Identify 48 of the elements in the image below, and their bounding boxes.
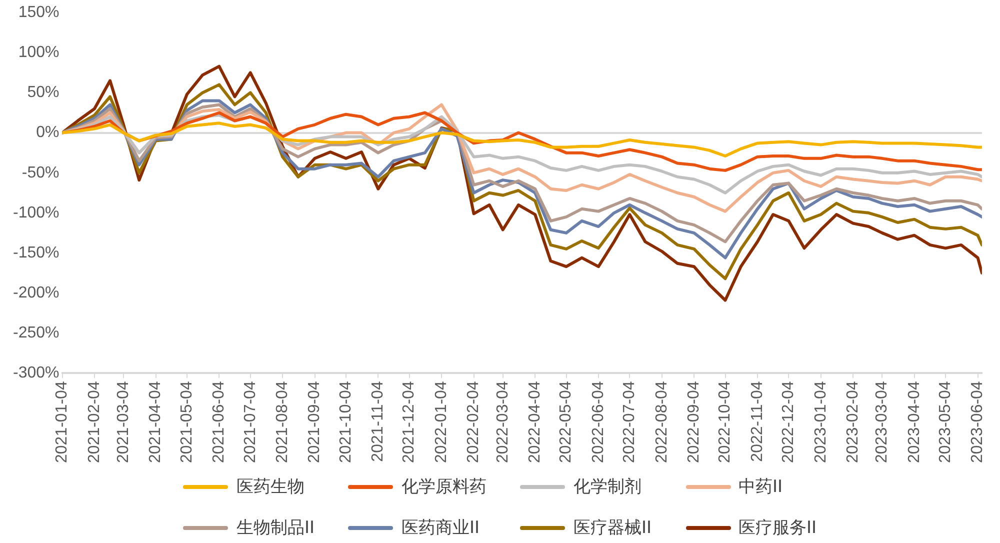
y-tick-label: -50% [22,164,60,182]
legend-label: 医疗器械II [573,517,652,539]
y-tick-label: -150% [13,244,60,262]
y-tick-label: -100% [13,204,60,222]
x-tick-label: 2021-04-04 [147,381,164,463]
x-tick-label: 2021-09-04 [306,381,324,463]
x-tick-label: 2022-09-04 [685,381,702,463]
x-tick-label: 2022-03-04 [494,381,512,463]
x-tick-label: 2022-06-04 [590,381,607,463]
x-tick-label: 2022-11-04 [748,381,766,462]
legend-label: 医药商业II [401,517,480,539]
legend-label: 化学制剂 [573,476,642,498]
x-tick-label: 2021-10-04 [337,381,354,463]
x-tick-label: 2021-01-04 [54,381,71,463]
x-tick-label: 2022-08-04 [653,381,670,463]
x-tick-label: 2021-03-04 [114,381,132,463]
x-tick-label: 2021-11-04 [370,381,387,462]
legend-label: 医药生物 [236,476,304,498]
y-tick-label: 0% [36,124,60,142]
legend-label: 中药II [738,476,783,498]
x-tick-label: 2022-10-04 [716,381,734,463]
y-tick-label: 100% [18,44,60,62]
x-tick-label: 2023-01-04 [812,381,830,463]
x-tick-label: 2022-07-04 [621,381,638,463]
x-tick-label: 2022-01-04 [432,381,450,463]
legend-label: 生物制品II [236,517,314,539]
x-tick-label: 2022-05-04 [558,381,575,463]
x-tick-label: 2022-02-04 [465,381,482,463]
x-tick-label: 2023-06-04 [969,381,986,463]
y-tick-label: -200% [13,284,60,302]
y-tick-label: 50% [27,84,60,102]
y-tick-label: 150% [18,4,60,22]
x-tick-label: 2023-03-04 [874,381,891,463]
y-tick-label: -250% [13,324,60,342]
y-tick-label: -300% [13,364,60,382]
legend-label: 化学原料药 [401,476,486,498]
x-tick-label: 2022-04-04 [526,381,544,463]
x-tick-label: 2022-12-04 [780,381,798,463]
x-tick-label: 2021-08-04 [274,381,291,463]
x-tick-label: 2023-04-04 [906,381,923,463]
x-tick-label: 2021-07-04 [242,381,259,463]
x-tick-label: 2021-05-04 [178,381,196,463]
x-tick-label: 2021-06-04 [210,381,228,463]
x-tick-label: 2021-12-04 [400,381,418,463]
x-tick-label: 2023-05-04 [936,381,954,463]
legend-label: 医疗服务II [738,517,817,539]
x-tick-label: 2023-02-04 [844,381,862,463]
x-tick-label: 2021-02-04 [86,381,103,463]
